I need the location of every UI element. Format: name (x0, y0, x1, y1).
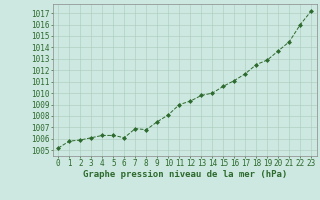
X-axis label: Graphe pression niveau de la mer (hPa): Graphe pression niveau de la mer (hPa) (83, 170, 287, 179)
